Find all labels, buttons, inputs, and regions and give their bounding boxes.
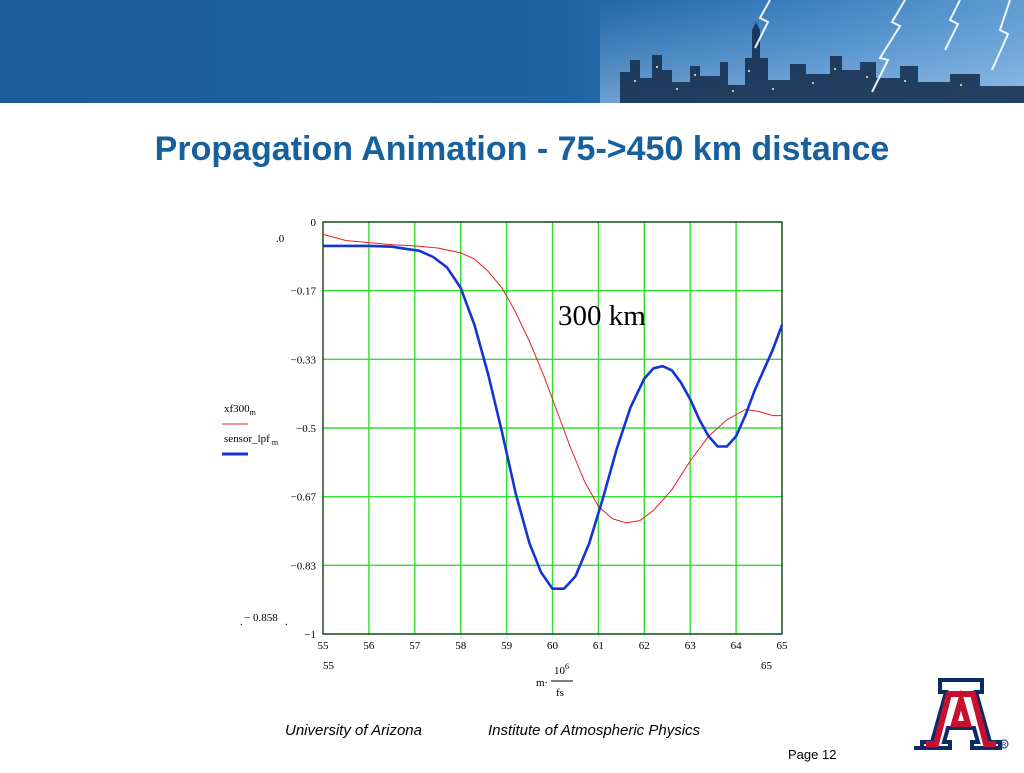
y-tick-label: −0.33 [291,354,317,366]
x-tick-label: 58 [455,640,467,652]
skyline-lightning-image [600,0,1024,103]
x-label-denominator: fs [556,687,564,699]
svg-text:R: R [1002,743,1007,749]
x-label-numerator: 106 [554,662,569,677]
y-bottom-extra-label: − 0.858 [244,612,278,624]
x-tick-label: 63 [685,640,697,652]
x-label-prefix: m· [536,677,548,689]
university-a-logo: R [914,678,1009,750]
distance-label: 300 km [558,300,646,332]
series-line-xf300 [322,233,782,524]
y-bottom-extra-dot-left: . [240,616,243,628]
x-range-right-label: 65 [761,660,773,672]
x-tick-label: 60 [547,640,559,652]
chart-ticks: 55 56 57 58 59 60 61 62 63 64 65 0 −0.17 −0.33 −0.5 −0.… [291,217,788,652]
y-tick-label: −0.67 [291,492,317,504]
y-tick-label: −0.17 [291,286,317,298]
series-line-sensor-lpf [323,244,784,590]
y-top-extra-label: .0 [276,233,285,245]
header-banner [0,0,1024,103]
x-tick-label: 56 [363,640,375,652]
x-tick-label: 59 [501,640,513,652]
y-tick-label: −1 [304,629,316,641]
x-tick-label: 65 [777,640,789,652]
x-axis-label: m· 106 fs [536,662,573,699]
x-tick-label: 55 [318,640,330,652]
y-tick-label: −0.5 [296,423,316,435]
x-tick-label: 57 [409,640,421,652]
chart-legend: xf300m sensor_lpf m [222,403,279,456]
footer-institute: Institute of Atmospheric Physics [488,722,701,739]
legend-label-xf300: xf300m [224,403,257,417]
x-tick-label: 62 [639,640,650,652]
footer-university: University of Arizona [285,722,422,739]
x-range-left-label: 55 [323,660,335,672]
y-tick-label: 0 [311,217,317,229]
y-tick-label: −0.83 [291,560,317,572]
y-bottom-extra-dot-right: . [285,616,288,628]
slide-title: Propagation Animation - 75->450 km dista… [154,130,890,168]
x-tick-label: 64 [731,640,743,652]
chart-series [322,233,784,590]
legend-label-sensor-lpf: sensor_lpf m [224,433,279,447]
x-tick-label: 61 [593,640,604,652]
plot-frame [322,221,783,635]
chart-grid [322,221,783,635]
page-number: Page 12 [788,747,837,762]
